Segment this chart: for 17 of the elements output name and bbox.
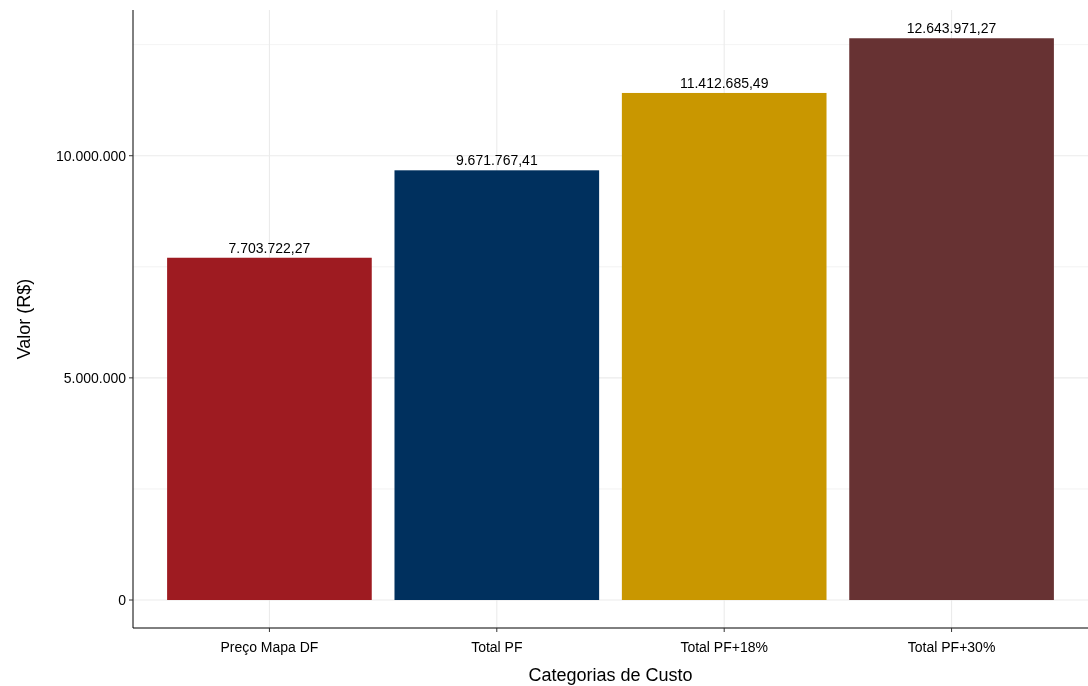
bar xyxy=(394,170,600,601)
y-axis-title: Valor (R$) xyxy=(14,278,34,360)
data-label: 7.703.722,27 xyxy=(228,239,311,256)
x-axis-title: Categorias de Custo xyxy=(528,665,693,685)
bar xyxy=(621,92,827,601)
y-tick-label: 10.000.000 xyxy=(55,147,127,164)
y-tick-label: 0 xyxy=(118,591,127,608)
bar xyxy=(167,257,372,601)
data-label: 12.643.971,27 xyxy=(906,20,997,37)
x-tick-label: Total PF+30% xyxy=(907,639,996,655)
data-label: 9.671.767,41 xyxy=(455,152,538,169)
bar xyxy=(849,38,1054,601)
x-tick-label: Total PF xyxy=(471,639,523,655)
data-label: 11.412.685,49 xyxy=(679,74,769,91)
x-tick-label: Total PF+18% xyxy=(680,639,768,655)
x-tick-label: Preço Mapa DF xyxy=(220,639,319,655)
y-tick-label: 5.000.000 xyxy=(63,369,127,386)
